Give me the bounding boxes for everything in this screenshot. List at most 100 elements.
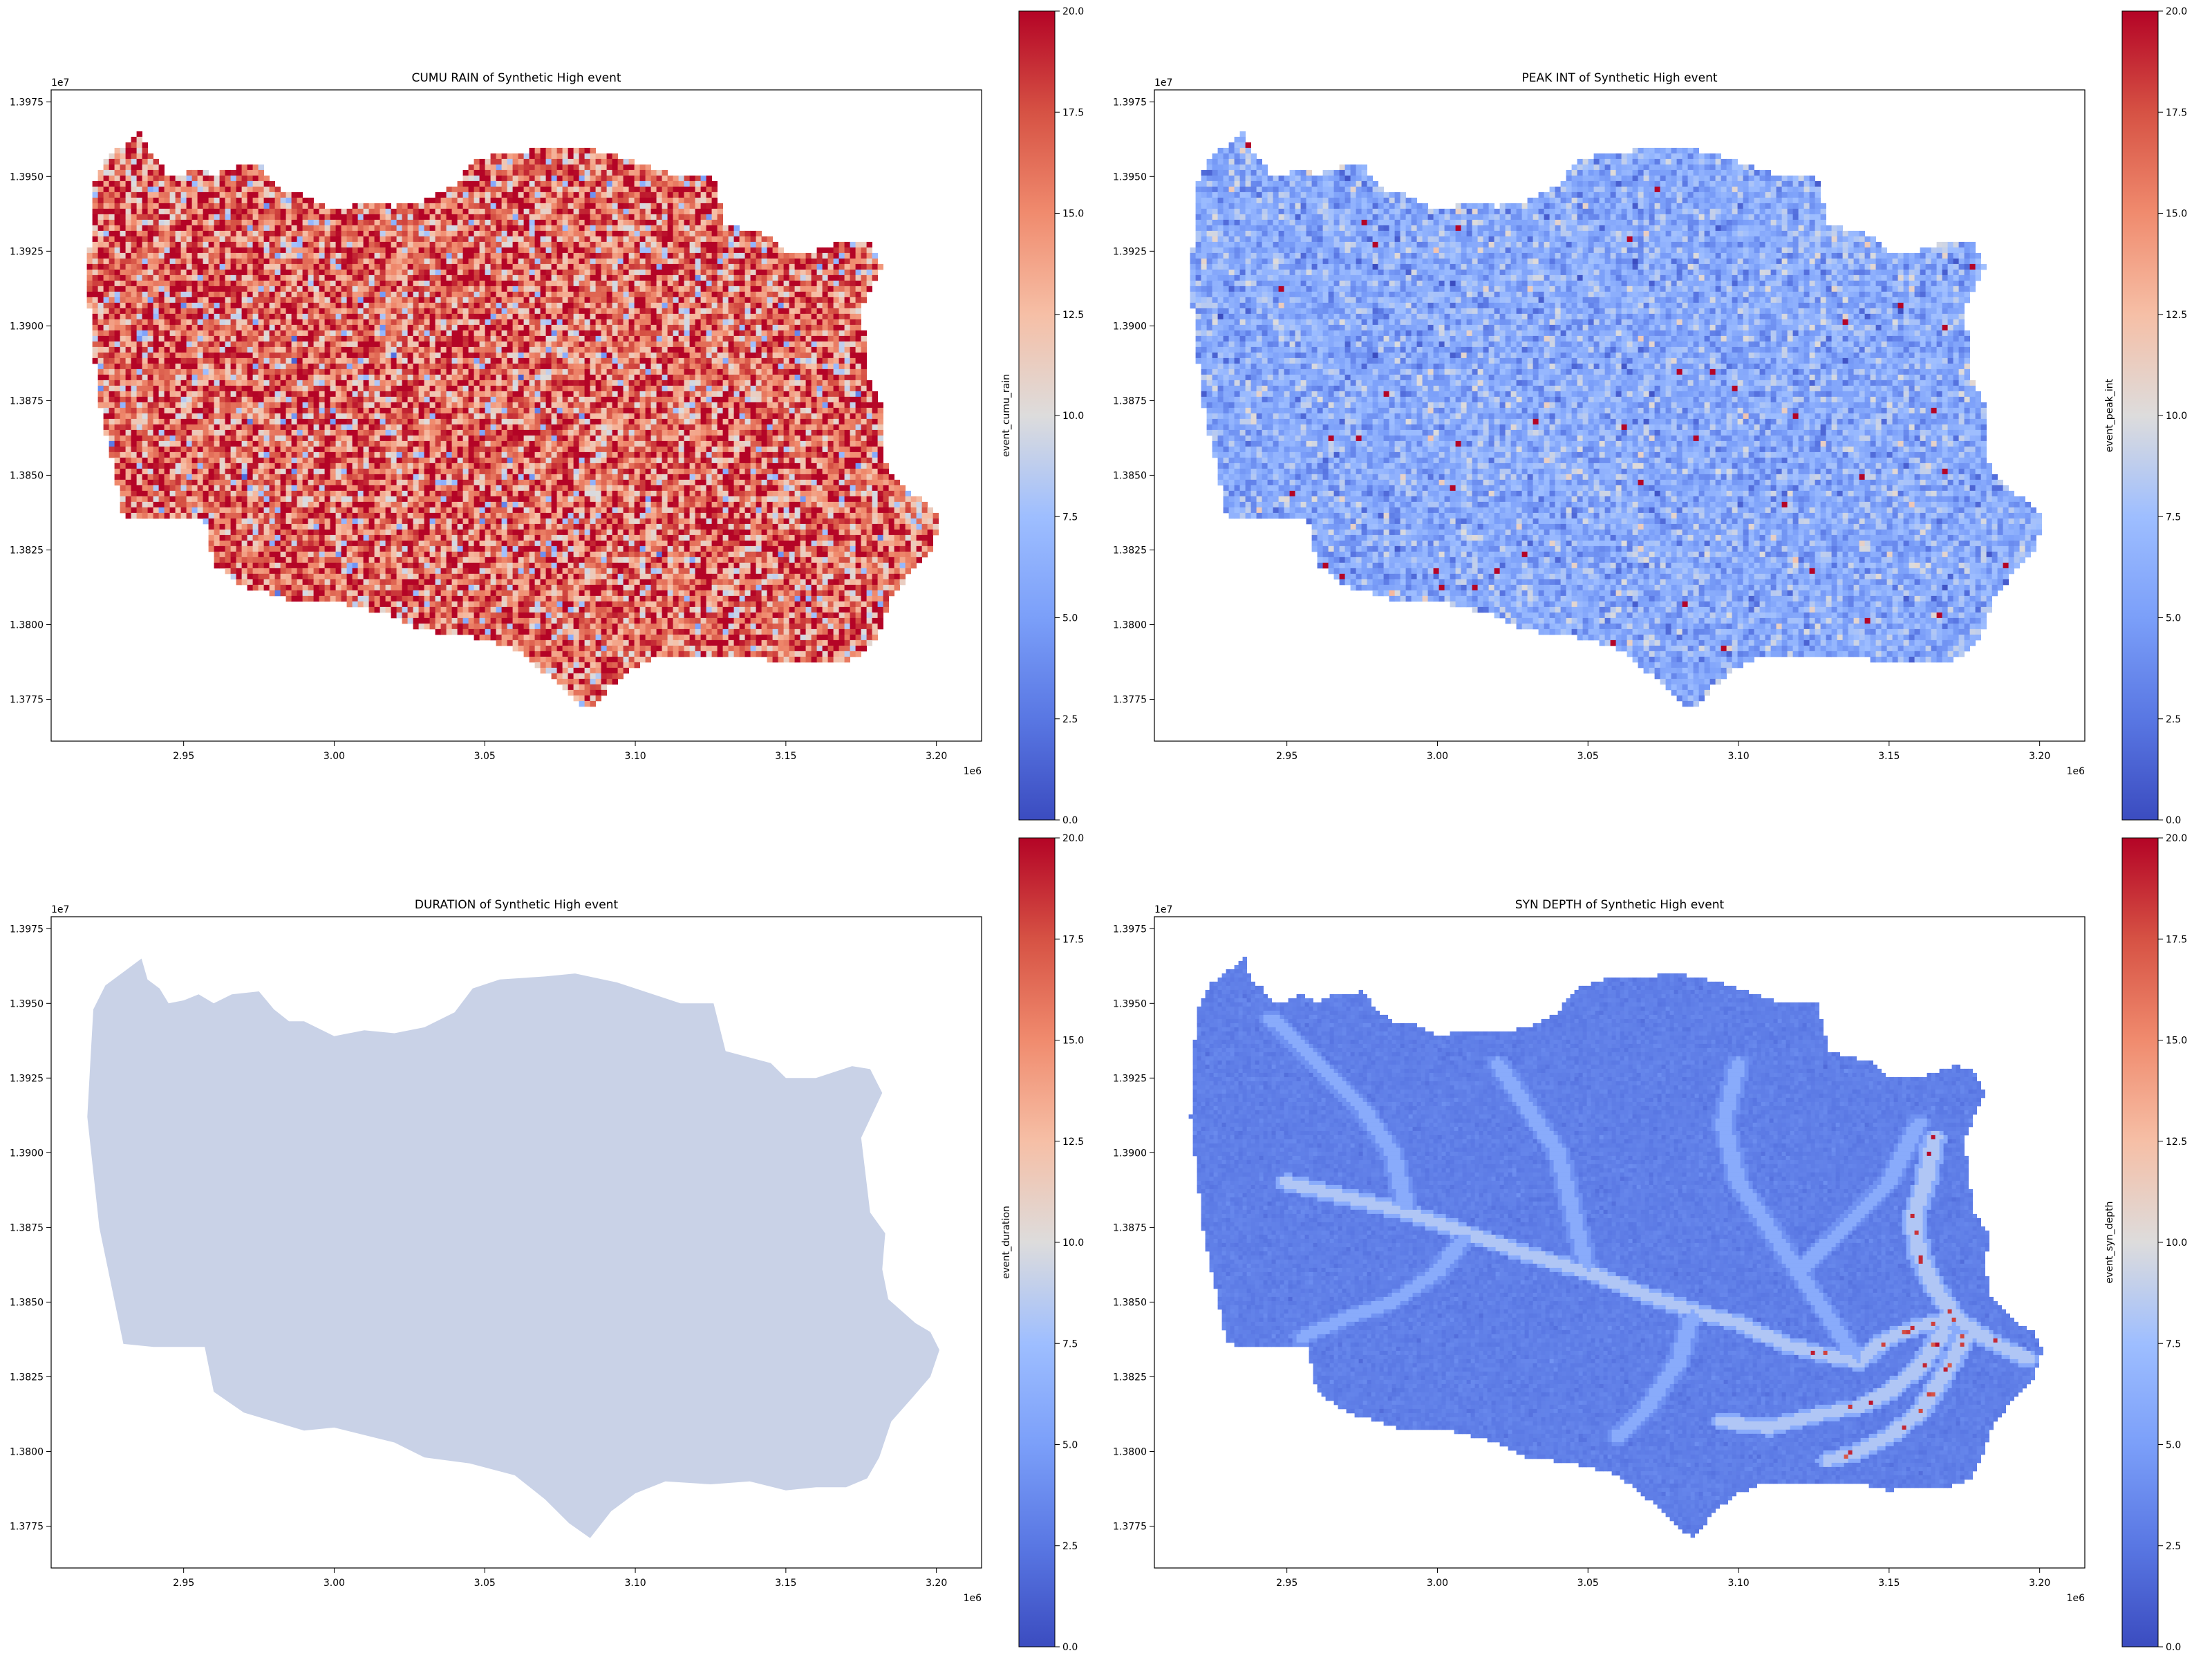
heatmap-cell bbox=[208, 175, 214, 182]
heatmap-cell bbox=[523, 302, 529, 309]
heatmap-cell bbox=[153, 247, 159, 254]
heatmap-cell bbox=[695, 313, 701, 320]
heatmap-cell bbox=[706, 230, 712, 237]
heatmap-cell bbox=[169, 236, 176, 243]
heatmap-cell bbox=[584, 368, 590, 375]
heatmap-cell bbox=[191, 335, 198, 342]
heatmap-cell bbox=[341, 225, 347, 232]
heatmap-cell bbox=[639, 252, 646, 259]
heatmap-cell bbox=[191, 180, 198, 187]
heatmap-cell bbox=[645, 368, 651, 375]
heatmap-cell bbox=[125, 164, 131, 171]
heatmap-cell bbox=[191, 341, 198, 348]
heatmap-cell bbox=[324, 258, 330, 265]
heatmap-cell bbox=[789, 274, 795, 281]
heatmap-cell bbox=[462, 352, 469, 359]
heatmap-cell bbox=[855, 274, 861, 281]
heatmap-cell bbox=[756, 308, 762, 315]
heatmap-cell bbox=[308, 380, 314, 386]
heatmap-cell bbox=[485, 252, 491, 259]
heatmap-cell bbox=[131, 252, 137, 259]
heatmap-cell bbox=[744, 341, 751, 348]
heatmap-cell bbox=[827, 357, 834, 364]
heatmap-cell bbox=[479, 252, 485, 259]
heatmap-cell bbox=[584, 308, 590, 315]
heatmap-cell bbox=[413, 230, 419, 237]
heatmap-cell bbox=[236, 180, 242, 187]
heatmap-cell bbox=[424, 313, 430, 320]
heatmap-cell bbox=[241, 286, 247, 292]
heatmap-cell bbox=[335, 236, 341, 243]
heatmap-cell bbox=[114, 208, 120, 215]
heatmap-cell bbox=[391, 247, 397, 254]
heatmap-cell bbox=[507, 346, 513, 353]
heatmap-cell bbox=[363, 208, 369, 215]
heatmap-cell bbox=[479, 175, 485, 182]
heatmap-cell bbox=[446, 291, 452, 298]
heatmap-cell bbox=[850, 313, 856, 320]
heatmap-cell bbox=[545, 319, 552, 326]
heatmap-cell bbox=[236, 258, 242, 265]
heatmap-cell bbox=[462, 269, 469, 276]
heatmap-cell bbox=[319, 258, 325, 265]
heatmap-cell bbox=[833, 252, 839, 259]
heatmap-cell bbox=[374, 203, 380, 209]
heatmap-cell bbox=[485, 164, 491, 171]
heatmap-cell bbox=[153, 192, 159, 198]
heatmap-cell bbox=[385, 368, 391, 375]
heatmap-cell bbox=[606, 269, 612, 276]
heatmap-cell bbox=[540, 313, 546, 320]
heatmap-cell bbox=[534, 230, 541, 237]
heatmap-cell bbox=[562, 175, 568, 182]
heatmap-cell bbox=[822, 291, 828, 298]
heatmap-cell bbox=[280, 192, 286, 198]
heatmap-cell bbox=[662, 346, 668, 353]
heatmap-cell bbox=[568, 368, 574, 375]
heatmap-cell bbox=[645, 352, 651, 359]
heatmap-cell bbox=[153, 352, 159, 359]
heatmap-cell bbox=[523, 252, 529, 259]
heatmap-cell bbox=[236, 330, 242, 337]
heatmap-cell bbox=[590, 368, 596, 375]
heatmap-cell bbox=[451, 258, 458, 265]
heatmap-cell bbox=[308, 302, 314, 309]
heatmap-cell bbox=[352, 230, 358, 237]
heatmap-cell bbox=[573, 374, 579, 381]
heatmap-cell bbox=[722, 363, 729, 370]
heatmap-cell bbox=[225, 324, 231, 331]
heatmap-cell bbox=[142, 219, 148, 226]
heatmap-cell bbox=[86, 263, 93, 270]
heatmap-cell bbox=[512, 158, 518, 165]
heatmap-cell bbox=[114, 269, 120, 276]
heatmap-cell bbox=[136, 230, 142, 237]
heatmap-cell bbox=[214, 241, 220, 248]
heatmap-cell bbox=[225, 319, 231, 326]
heatmap-cell bbox=[650, 363, 657, 370]
heatmap-cell bbox=[783, 286, 789, 292]
heatmap-cell bbox=[562, 302, 568, 309]
heatmap-cell bbox=[225, 219, 231, 226]
heatmap-cell bbox=[507, 241, 513, 248]
heatmap-cell bbox=[623, 352, 629, 359]
heatmap-cell bbox=[330, 308, 336, 315]
heatmap-cell bbox=[341, 324, 347, 331]
heatmap-cell bbox=[485, 225, 491, 232]
heatmap-cell bbox=[722, 297, 729, 304]
heatmap-cell bbox=[551, 313, 557, 320]
heatmap-cell bbox=[308, 241, 314, 248]
heatmap-cell bbox=[197, 180, 203, 187]
heatmap-cell bbox=[783, 258, 789, 265]
heatmap-cell bbox=[556, 341, 563, 348]
heatmap-cell bbox=[92, 308, 98, 315]
heatmap-cell bbox=[805, 330, 812, 337]
heatmap-cell bbox=[219, 302, 225, 309]
heatmap-cell bbox=[650, 197, 657, 204]
heatmap-cell bbox=[136, 214, 142, 221]
heatmap-cell bbox=[158, 308, 165, 315]
heatmap-cell bbox=[424, 252, 430, 259]
heatmap-cell bbox=[628, 175, 635, 182]
heatmap-cell bbox=[131, 363, 137, 370]
heatmap-cell bbox=[656, 225, 662, 232]
heatmap-cell bbox=[396, 363, 402, 370]
heatmap-cell bbox=[673, 214, 679, 221]
